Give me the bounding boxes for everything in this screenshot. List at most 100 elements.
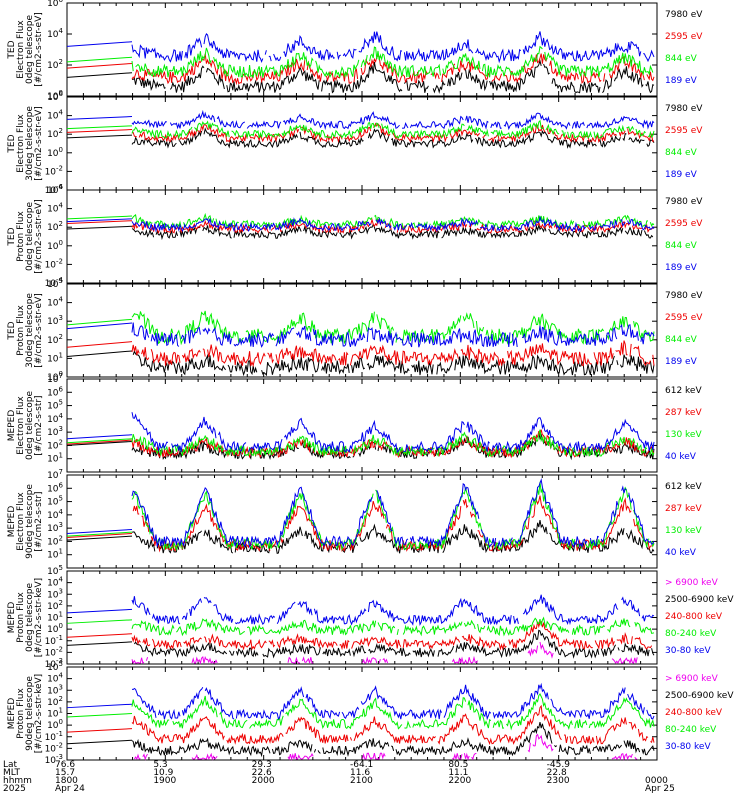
- y-axis-label: [#/cm2-s-str-eV]: [34, 199, 44, 274]
- y-tick-label: 105: [47, 277, 63, 290]
- legend-entry: 30-80 keV: [665, 742, 711, 752]
- series-line-240-800-keV: [131, 704, 655, 746]
- series-pre-line: [66, 633, 133, 638]
- chart-panel-4: 100 101 102 103 104 105 TED Proton Flux 30deg te…: [7, 277, 703, 383]
- legend-entry: 612 keV: [665, 386, 702, 396]
- legend-entry: 2595 eV: [665, 219, 703, 229]
- y-tick-label: 10-1: [45, 730, 63, 743]
- series-line---6900-keV: [131, 641, 638, 665]
- series-line-80-240-keV: [131, 693, 655, 731]
- y-axis-label: Proton Flux: [16, 211, 26, 262]
- y-axis-label: TED: [7, 40, 17, 59]
- x-axis-value: 1800: [55, 776, 78, 786]
- series-pre-line: [66, 116, 133, 120]
- x-axis-row-label: Lat: [3, 760, 18, 770]
- y-tick-label: 106: [47, 183, 63, 196]
- y-tick-label: 104: [47, 412, 63, 425]
- y-axis-label: 0deg telescope: [25, 391, 35, 461]
- legend-entry: > 6900 keV: [665, 578, 719, 588]
- series-pre-line: [66, 218, 133, 223]
- legend-entry: 2595 eV: [665, 313, 703, 323]
- x-axis-value: 1900: [153, 776, 176, 786]
- legend-entry: 240-800 keV: [665, 708, 723, 718]
- series-line-2595-eV: [131, 340, 655, 368]
- legend-entry: 844 eV: [665, 241, 698, 251]
- y-tick-label: 103: [47, 425, 63, 438]
- series-pre-line: [66, 641, 133, 646]
- series-pre-line: [66, 528, 133, 534]
- y-tick-label: 100: [47, 239, 63, 252]
- x-axis-value: 29.3: [252, 760, 272, 770]
- series-line-2500-6900-keV: [131, 721, 655, 758]
- legend-entry: 80-240 keV: [665, 725, 717, 735]
- series-pre-line: [66, 134, 133, 139]
- y-tick-label: 102: [47, 599, 63, 612]
- x-axis-value: 10.9: [153, 768, 173, 778]
- series-pre-line: [66, 125, 133, 130]
- y-tick-label: 103: [47, 683, 63, 696]
- legend-entry: 80-240 keV: [665, 629, 717, 639]
- y-axis-label: [#/cm2-s-str-eV]: [34, 293, 44, 368]
- y-tick-label: 102: [47, 534, 63, 547]
- x-axis-row-label: hhmm: [3, 776, 32, 786]
- y-tick-label: 104: [47, 576, 63, 589]
- y-tick-label: 10-3: [45, 753, 63, 766]
- y-tick-label: 106: [47, 0, 63, 9]
- series-line-80-240-keV: [131, 616, 655, 637]
- y-axis-label: 0deg telescope: [25, 15, 35, 85]
- series-pre-line: [66, 41, 133, 47]
- x-axis-value: 80.5: [448, 760, 468, 770]
- y-tick-label: 106: [47, 385, 63, 398]
- y-tick-label: 103: [47, 587, 63, 600]
- y-tick-label: 105: [47, 399, 63, 412]
- y-tick-label: 107: [47, 468, 63, 481]
- series-pre-line: [66, 434, 133, 440]
- y-tick-label: 101: [47, 707, 63, 720]
- legend-entry: 40 keV: [665, 452, 697, 462]
- legend-entry: 7980 eV: [665, 10, 703, 20]
- y-tick-label: 105: [47, 564, 63, 577]
- series-line-189-eV: [131, 215, 655, 233]
- x-axis-row-label: 2025: [3, 784, 26, 794]
- y-axis-label: [#/cm2-s-str-eV]: [34, 12, 44, 87]
- y-tick-label: 106: [47, 481, 63, 494]
- y-axis-label: MEPED: [7, 602, 17, 634]
- legend-entry: 844 eV: [665, 148, 698, 158]
- legend-entry: 2500-6900 keV: [665, 595, 734, 605]
- series-pre-line: [66, 739, 133, 745]
- y-tick-label: 10-4: [45, 183, 64, 196]
- y-tick-label: 102: [47, 220, 63, 233]
- x-axis-value: 11.6: [350, 768, 370, 778]
- x-axis-value: 2100: [350, 776, 373, 786]
- y-axis-label: TED: [7, 227, 17, 246]
- y-tick-label: 100: [47, 146, 63, 159]
- legend-entry: 844 eV: [665, 54, 698, 64]
- x-axis-value: Apr 24: [55, 784, 85, 794]
- series-pre-line: [66, 608, 133, 614]
- panel-frame: [66, 378, 658, 473]
- y-axis-label: 30deg telescope: [25, 106, 35, 181]
- y-axis-label: Electron Flux: [16, 20, 26, 79]
- legend-entry: 2500-6900 keV: [665, 691, 734, 701]
- series-pre-line: [66, 728, 133, 733]
- legend-entry: 2595 eV: [665, 32, 703, 42]
- series-line-40-keV: [131, 412, 655, 454]
- y-tick-label: 101: [47, 548, 63, 561]
- y-tick-label: 105: [47, 660, 63, 673]
- panel-frame: [66, 189, 658, 284]
- series-pre-line: [66, 439, 133, 445]
- y-axis-label: 0deg telescope: [25, 583, 35, 653]
- x-axis-value: 2300: [547, 776, 570, 786]
- y-tick-label: 104: [47, 672, 63, 685]
- y-axis-label: Electron Flux: [16, 114, 26, 173]
- y-tick-label: 107: [47, 372, 63, 385]
- y-axis-label: 90deg telescope: [25, 676, 35, 751]
- y-tick-label: 10-2: [45, 645, 63, 658]
- series-pre-line: [66, 318, 133, 326]
- y-axis-label: 90deg telescope: [25, 484, 35, 559]
- y-axis-label: Electron Flux: [16, 492, 26, 551]
- y-tick-label: 101: [47, 611, 63, 624]
- legend-entry: 30-80 keV: [665, 646, 711, 656]
- series-line-7980-eV: [132, 59, 655, 94]
